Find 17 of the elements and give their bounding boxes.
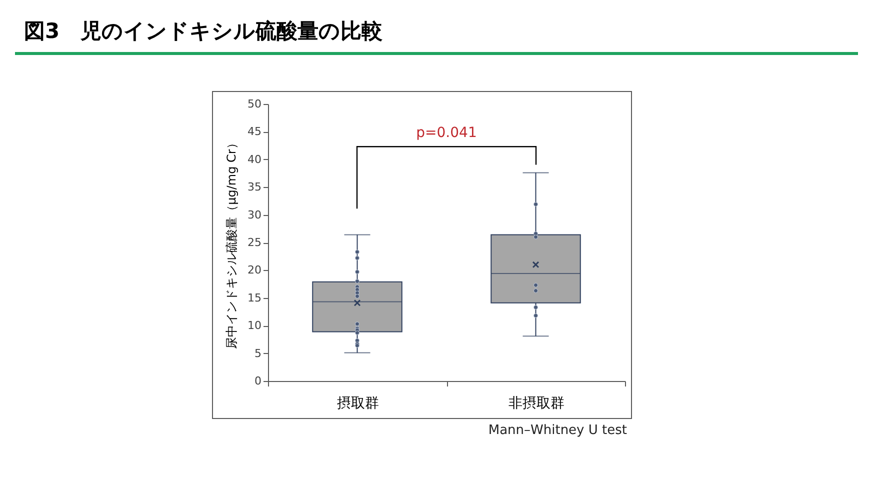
y-tick-label: 5 [254, 346, 262, 360]
y-tick-label: 30 [248, 208, 262, 222]
y-axis-title: 尿中インドキシル硫酸量（μg/mg Cr） [224, 137, 239, 349]
y-tick-label: 35 [248, 180, 262, 194]
y-tick-label: 40 [248, 152, 262, 166]
x-tick-label: 非摂取群 [508, 396, 564, 412]
annotation: p=0.041 [416, 124, 477, 142]
y-tick-label: 20 [248, 264, 262, 277]
text: Mann–Whitney U test [488, 423, 627, 438]
y-tick-label: 10 [248, 319, 262, 332]
y-tick-label: 50 [248, 98, 262, 110]
y-tick-label: 0 [254, 374, 262, 388]
chart-title: 図3 児のインドキシル硫酸量の比較 [24, 18, 383, 45]
y-tick-label: 45 [248, 125, 262, 138]
x-tick-label: 摂取群 [336, 396, 379, 412]
y-tick-label: 15 [248, 291, 262, 304]
y-tick-label: 25 [248, 236, 262, 249]
